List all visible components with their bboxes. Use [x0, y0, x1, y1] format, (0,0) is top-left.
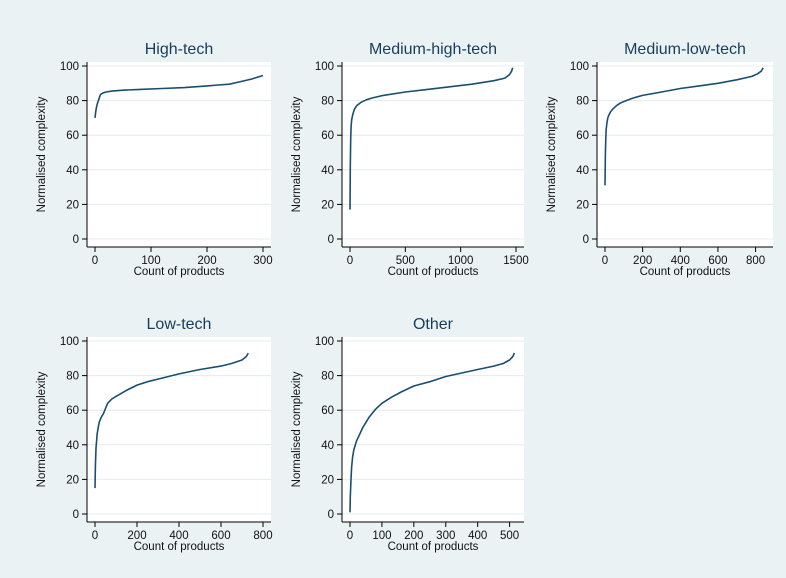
y-tick-label: 80: [321, 371, 334, 383]
y-tick-label: 40: [321, 165, 334, 177]
x-tick-label: 500: [500, 530, 519, 542]
x-tick-label: 0: [92, 255, 98, 267]
series-line: [94, 352, 249, 489]
plot-area: [87, 337, 271, 522]
x-tick-label: 1000: [448, 255, 474, 267]
series-line: [604, 67, 764, 186]
x-tick-label: 200: [197, 255, 216, 267]
x-axis-label: Count of products: [388, 541, 479, 553]
y-tick-label: 100: [315, 336, 334, 348]
x-tick-label: 200: [127, 530, 146, 542]
chart-title: Medium-low-tech: [624, 41, 746, 58]
chart-panel: 0 20 40 60 80 100 0 100 200 300 400 500 Other Count o…: [291, 316, 524, 553]
y-tick-label: 80: [66, 371, 79, 383]
y-tick-label: 20: [66, 199, 79, 211]
x-tick-label: 800: [253, 530, 272, 542]
y-tick-label: 40: [66, 165, 79, 177]
series-line: [349, 352, 516, 513]
x-tick-label: 300: [436, 530, 455, 542]
chart-title: Medium-high-tech: [369, 41, 497, 58]
y-tick-label: 60: [321, 130, 334, 142]
y-tick-label: 100: [315, 61, 334, 73]
plot-area: [342, 62, 524, 247]
x-tick-label: 600: [211, 530, 230, 542]
series-line: [349, 67, 514, 210]
series-line: [94, 74, 264, 118]
x-tick-label: 1500: [503, 255, 529, 267]
x-tick-label: 400: [468, 530, 487, 542]
y-tick-label: 20: [576, 199, 589, 211]
y-tick-label: 0: [73, 509, 79, 521]
y-tick-label: 60: [66, 130, 79, 142]
x-tick-label: 0: [347, 255, 353, 267]
x-tick-label: 0: [347, 530, 353, 542]
x-tick-label: 100: [372, 530, 391, 542]
y-axis-label: Normalised complexity: [291, 96, 303, 212]
y-tick-label: 40: [321, 440, 334, 452]
y-tick-label: 20: [321, 474, 334, 486]
chart-title: High-tech: [145, 41, 213, 58]
y-tick-label: 60: [576, 130, 589, 142]
x-axis-label: Count of products: [640, 266, 731, 278]
y-tick-label: 20: [321, 199, 334, 211]
y-tick-label: 0: [328, 509, 334, 521]
y-tick-label: 60: [66, 405, 79, 417]
x-tick-label: 100: [141, 255, 160, 267]
y-tick-label: 100: [570, 61, 589, 73]
y-axis-label: Normalised complexity: [546, 96, 558, 212]
x-axis-label: Count of products: [388, 266, 479, 278]
x-tick-label: 0: [602, 255, 608, 267]
y-tick-label: 100: [60, 61, 79, 73]
y-axis-label: Normalised complexity: [36, 371, 48, 487]
x-axis-label: Count of products: [134, 266, 225, 278]
x-tick-label: 600: [708, 255, 727, 267]
y-tick-label: 80: [321, 96, 334, 108]
plot-area: [87, 62, 271, 247]
plot-area: [342, 337, 524, 522]
y-tick-label: 0: [583, 234, 589, 246]
chart-panel: 0 20 40 60 80 100 0 200 400 600 800 Medium-low-tech…: [546, 41, 773, 278]
y-tick-label: 80: [576, 96, 589, 108]
y-tick-label: 100: [60, 336, 79, 348]
plot-area: [597, 62, 773, 247]
x-tick-label: 400: [671, 255, 690, 267]
y-tick-label: 80: [66, 96, 79, 108]
y-tick-label: 20: [66, 474, 79, 486]
chart-title: Low-tech: [147, 316, 212, 333]
x-tick-label: 800: [746, 255, 765, 267]
y-axis-label: Normalised complexity: [36, 96, 48, 212]
x-tick-label: 400: [169, 530, 188, 542]
x-tick-label: 500: [396, 255, 415, 267]
chart-panel: 0 20 40 60 80 100 0 200 400 600 800 Low-tech Count o…: [36, 316, 273, 553]
x-tick-label: 200: [404, 530, 423, 542]
x-axis-label: Count of products: [134, 541, 225, 553]
y-axis-label: Normalised complexity: [291, 371, 303, 487]
x-tick-label: 0: [92, 530, 98, 542]
y-tick-label: 40: [66, 440, 79, 452]
x-tick-label: 200: [633, 255, 652, 267]
chart-panel: 0 20 40 60 80 100 0 100 200 300 High-tech Count of …: [36, 41, 273, 278]
y-tick-label: 60: [321, 405, 334, 417]
y-tick-label: 0: [328, 234, 334, 246]
y-tick-label: 40: [576, 165, 589, 177]
y-tick-label: 0: [73, 234, 79, 246]
x-tick-label: 300: [253, 255, 272, 267]
chart-title: Other: [413, 316, 454, 333]
